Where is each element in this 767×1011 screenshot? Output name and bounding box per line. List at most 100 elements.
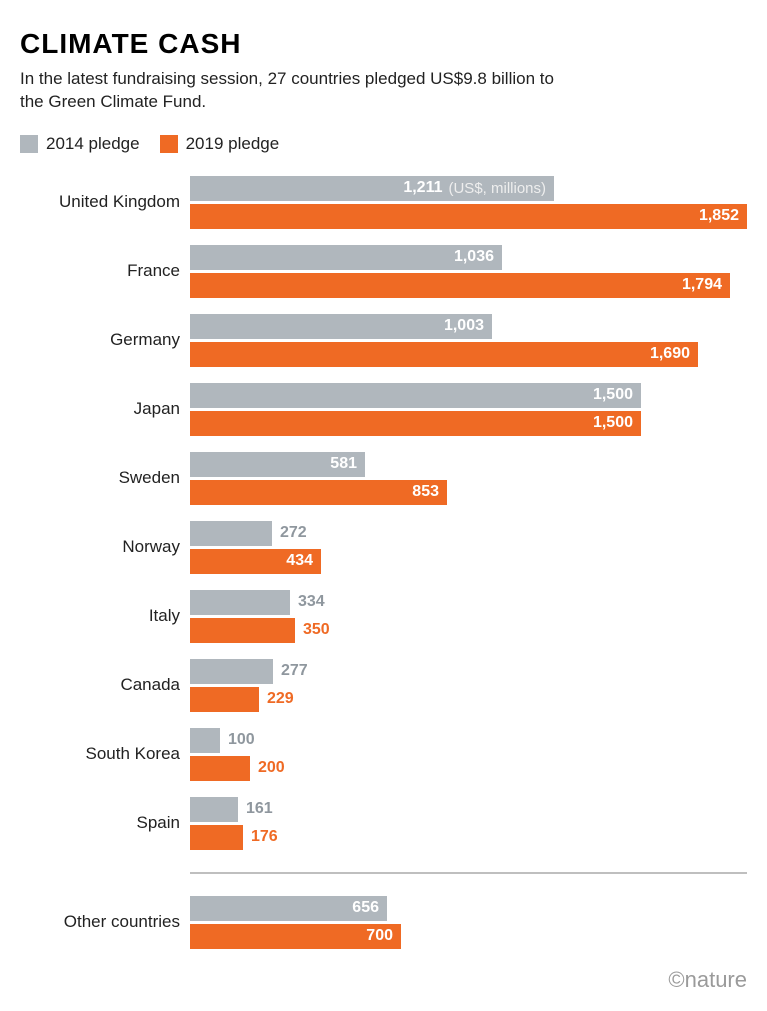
bar-2014: 161 — [190, 797, 747, 822]
bar-rect: 434 — [190, 549, 321, 574]
bar-2019: 200 — [190, 756, 747, 781]
bar-2019: 229 — [190, 687, 747, 712]
bar-rect — [190, 590, 290, 615]
chart-container: CLIMATE CASH In the latest fundraising s… — [0, 0, 767, 1011]
bar-rect: 700 — [190, 924, 401, 949]
bar-2019: 853 — [190, 480, 747, 505]
bar-2019: 1,794 — [190, 273, 747, 298]
category-label: France — [20, 261, 190, 281]
bar-pair: 656700 — [190, 896, 747, 949]
category-label: United Kingdom — [20, 192, 190, 212]
bar-rect: 1,852 — [190, 204, 747, 229]
bar-rect: 581 — [190, 452, 365, 477]
bar-value: 350 — [303, 621, 330, 639]
unit-note: (US$, millions) — [448, 180, 546, 197]
bar-row: Sweden581853 — [20, 452, 747, 505]
category-label: South Korea — [20, 744, 190, 764]
bar-pair: 277 229 — [190, 659, 747, 712]
bar-row: Other countries656700 — [20, 896, 747, 949]
category-label: Other countries — [20, 912, 190, 932]
legend-item-2019: 2019 pledge — [160, 134, 280, 154]
bar-value: 277 — [281, 662, 308, 680]
credit: ©nature — [20, 967, 747, 993]
legend: 2014 pledge 2019 pledge — [20, 134, 747, 154]
bar-pair: 1,500 1,500 — [190, 383, 747, 436]
bar-2019: 1,500 — [190, 411, 747, 436]
bar-row: Norway272434 — [20, 521, 747, 574]
row-separator — [190, 872, 747, 874]
bar-rect: 656 — [190, 896, 387, 921]
bar-rect: 1,690 — [190, 342, 698, 367]
bar-pair: 272434 — [190, 521, 747, 574]
category-label: Canada — [20, 675, 190, 695]
bar-value: 334 — [298, 593, 325, 611]
bar-2019: 434 — [190, 549, 747, 574]
bar-rect: 1,003 — [190, 314, 492, 339]
bar-row: Japan1,500 1,500 — [20, 383, 747, 436]
category-label: Norway — [20, 537, 190, 557]
bar-rect: 853 — [190, 480, 447, 505]
bar-rect: 1,500 — [190, 411, 641, 436]
bar-value: 229 — [267, 690, 294, 708]
bar-2014: 334 — [190, 590, 747, 615]
bar-value: 100 — [228, 731, 255, 749]
legend-item-2014: 2014 pledge — [20, 134, 140, 154]
bar-rows: United Kingdom1,211 (US$, millions) 1,852… — [20, 176, 747, 949]
bar-2019: 700 — [190, 924, 747, 949]
category-label: Sweden — [20, 468, 190, 488]
bar-2014: 1,211 (US$, millions) — [190, 176, 747, 201]
legend-swatch-2014 — [20, 135, 38, 153]
bar-value: 200 — [258, 759, 285, 777]
bar-pair: 1,211 (US$, millions) 1,852 — [190, 176, 747, 229]
bar-pair: 161 176 — [190, 797, 747, 850]
legend-label-2019: 2019 pledge — [186, 134, 280, 154]
bar-rect: 1,794 — [190, 273, 730, 298]
bar-pair: 100200 — [190, 728, 747, 781]
bar-2014: 277 — [190, 659, 747, 684]
bar-rect — [190, 825, 243, 850]
bar-2014: 656 — [190, 896, 747, 921]
bar-rect: 1,036 — [190, 245, 502, 270]
bar-2014: 1,003 — [190, 314, 747, 339]
category-label: Japan — [20, 399, 190, 419]
bar-rect — [190, 797, 238, 822]
bar-pair: 334 350 — [190, 590, 747, 643]
bar-2019: 350 — [190, 618, 747, 643]
bar-pair: 581853 — [190, 452, 747, 505]
bar-2014: 581 — [190, 452, 747, 477]
bar-2014: 1,500 — [190, 383, 747, 408]
bar-row: Canada 277 229 — [20, 659, 747, 712]
bar-2014: 100 — [190, 728, 747, 753]
bar-pair: 1,003 1,690 — [190, 314, 747, 367]
chart-title: CLIMATE CASH — [20, 28, 747, 60]
legend-swatch-2019 — [160, 135, 178, 153]
bar-rect — [190, 728, 220, 753]
bar-rect — [190, 618, 295, 643]
bar-value: 161 — [246, 800, 273, 818]
bar-2019: 176 — [190, 825, 747, 850]
bar-value: 272 — [280, 524, 307, 542]
bar-rect — [190, 521, 272, 546]
bar-rect — [190, 687, 259, 712]
bar-rect — [190, 659, 273, 684]
chart-subtitle: In the latest fundraising session, 27 co… — [20, 68, 580, 114]
bar-rect — [190, 756, 250, 781]
bar-row: Italy 334 350 — [20, 590, 747, 643]
category-label: Spain — [20, 813, 190, 833]
category-label: Germany — [20, 330, 190, 350]
bar-pair: 1,036 1,794 — [190, 245, 747, 298]
bar-2019: 1,852 — [190, 204, 747, 229]
bar-row: Spain 161 176 — [20, 797, 747, 850]
category-label: Italy — [20, 606, 190, 626]
bar-row: South Korea100200 — [20, 728, 747, 781]
bar-row: United Kingdom1,211 (US$, millions) 1,852 — [20, 176, 747, 229]
legend-label-2014: 2014 pledge — [46, 134, 140, 154]
bar-value: 176 — [251, 828, 278, 846]
bar-row: France1,036 1,794 — [20, 245, 747, 298]
bar-2014: 272 — [190, 521, 747, 546]
bar-rect: 1,211 (US$, millions) — [190, 176, 554, 201]
bar-row: Germany1,003 1,690 — [20, 314, 747, 367]
bar-rect: 1,500 — [190, 383, 641, 408]
bar-2019: 1,690 — [190, 342, 747, 367]
bar-2014: 1,036 — [190, 245, 747, 270]
